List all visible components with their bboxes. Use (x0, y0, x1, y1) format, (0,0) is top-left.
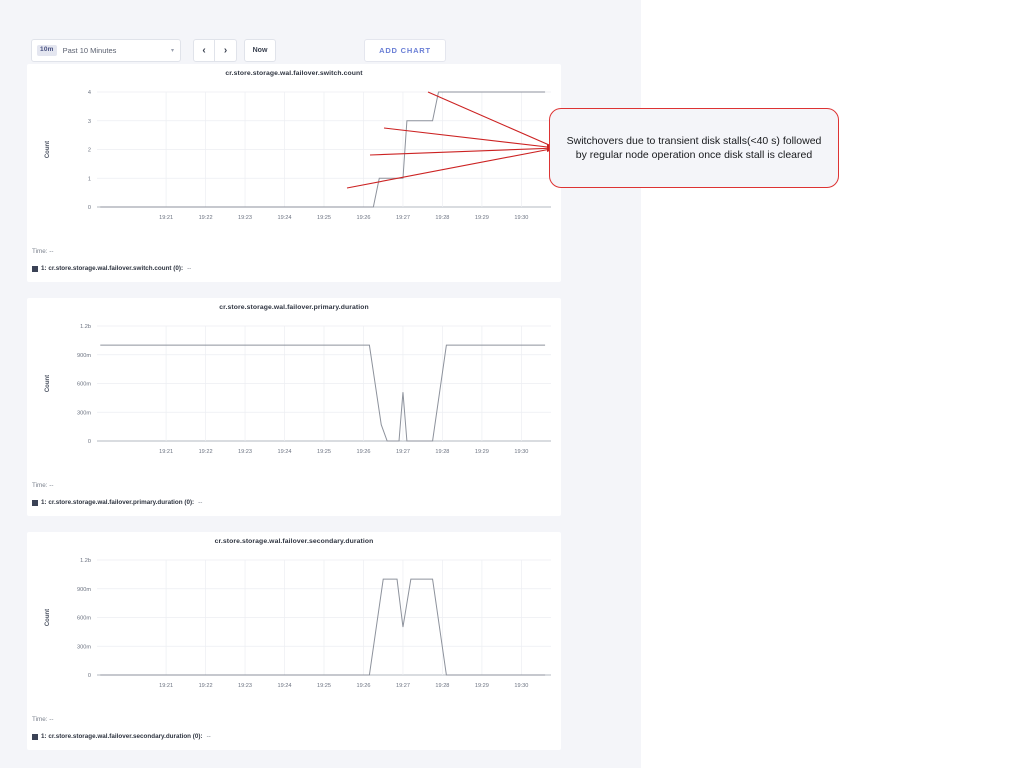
svg-text:1.2b: 1.2b (80, 558, 91, 564)
time-value: -- (49, 248, 54, 255)
svg-text:19:28: 19:28 (435, 449, 449, 455)
legend-swatch-icon (32, 265, 38, 272)
time-nav-group: ‹ › (193, 39, 237, 62)
svg-text:19:21: 19:21 (159, 215, 173, 221)
svg-text:3: 3 (88, 119, 91, 125)
now-button[interactable]: Now (244, 39, 276, 62)
svg-text:19:24: 19:24 (278, 215, 292, 221)
svg-text:Count: Count (45, 375, 51, 392)
svg-text:19:29: 19:29 (475, 215, 489, 221)
chart-plot[interactable]: 0 1 2 3 4 19:21 19:22 19:23 19:24 19:25 19:26 19:27… (27, 82, 561, 230)
legend-swatch-icon (32, 499, 38, 506)
chart-card: cr.store.storage.wal.failover.secondary.… (27, 532, 561, 750)
legend-label: 1: cr.store.storage.wal.failover.switch.… (41, 265, 184, 272)
svg-text:19:27: 19:27 (396, 449, 410, 455)
time-range-select[interactable]: 10m Past 10 Minutes ▾ (31, 39, 181, 62)
svg-text:19:26: 19:26 (356, 215, 370, 221)
time-label: Time: (32, 716, 48, 723)
svg-text:19:29: 19:29 (475, 449, 489, 455)
svg-text:0: 0 (88, 673, 91, 679)
dashboard-toolbar: 10m Past 10 Minutes ▾ ‹ › Now ADD CHART (31, 39, 446, 63)
svg-text:1.2b: 1.2b (80, 324, 91, 330)
chart-time-readout: Time: -- (32, 716, 53, 723)
svg-text:900m: 900m (77, 587, 91, 593)
svg-text:19:26: 19:26 (356, 683, 370, 689)
svg-text:19:27: 19:27 (396, 215, 410, 221)
svg-text:Count: Count (45, 609, 51, 626)
chart-card: cr.store.storage.wal.failover.primary.du… (27, 298, 561, 516)
svg-text:19:24: 19:24 (278, 449, 292, 455)
legend-swatch-icon (32, 733, 38, 740)
chart-title: cr.store.storage.wal.failover.switch.cou… (225, 70, 363, 77)
time-range-badge: 10m (37, 45, 57, 56)
svg-text:900m: 900m (77, 353, 91, 359)
time-range-label: Past 10 Minutes (62, 46, 117, 55)
svg-text:19:30: 19:30 (514, 215, 528, 221)
svg-text:600m: 600m (77, 382, 91, 388)
svg-text:19:24: 19:24 (278, 683, 292, 689)
time-value: -- (49, 716, 54, 723)
chart-time-readout: Time: -- (32, 248, 53, 255)
chart-title: cr.store.storage.wal.failover.secondary.… (214, 538, 374, 545)
svg-text:19:28: 19:28 (435, 215, 449, 221)
svg-text:0: 0 (88, 205, 91, 211)
legend-label: 1: cr.store.storage.wal.failover.primary… (41, 499, 195, 506)
svg-text:Count: Count (45, 141, 51, 158)
add-chart-button[interactable]: ADD CHART (364, 39, 446, 62)
legend-value: -- (198, 499, 203, 506)
svg-text:19:23: 19:23 (238, 215, 252, 221)
next-period-button[interactable]: › (215, 39, 237, 62)
svg-text:19:29: 19:29 (475, 683, 489, 689)
chart-legend: 1: cr.store.storage.wal.failover.primary… (32, 499, 202, 506)
prev-period-button[interactable]: ‹ (193, 39, 215, 62)
chart-title: cr.store.storage.wal.failover.primary.du… (219, 304, 369, 311)
svg-text:300m: 300m (77, 644, 91, 650)
svg-text:19:23: 19:23 (238, 683, 252, 689)
svg-text:600m: 600m (77, 616, 91, 622)
chart-card: cr.store.storage.wal.failover.switch.cou… (27, 64, 561, 282)
svg-text:19:21: 19:21 (159, 683, 173, 689)
chart-plot[interactable]: 0 300m 600m 900m 1.2b 19:21 19:22 19:23 19:24 19:… (27, 550, 561, 698)
legend-value: -- (187, 265, 192, 272)
svg-text:300m: 300m (77, 410, 91, 416)
svg-text:19:26: 19:26 (356, 449, 370, 455)
svg-text:2: 2 (88, 148, 91, 154)
dashboard-page: 10m Past 10 Minutes ▾ ‹ › Now ADD CHART … (0, 0, 641, 768)
time-value: -- (49, 482, 54, 489)
chart-legend: 1: cr.store.storage.wal.failover.switch.… (32, 265, 191, 272)
svg-text:19:25: 19:25 (317, 449, 331, 455)
svg-text:19:22: 19:22 (199, 215, 213, 221)
legend-value: -- (206, 733, 211, 740)
svg-text:19:25: 19:25 (317, 215, 331, 221)
chart-time-readout: Time: -- (32, 482, 53, 489)
time-label: Time: (32, 248, 48, 255)
svg-text:4: 4 (88, 90, 91, 96)
svg-text:19:21: 19:21 (159, 449, 173, 455)
svg-text:19:28: 19:28 (435, 683, 449, 689)
svg-text:0: 0 (88, 439, 91, 445)
svg-text:19:30: 19:30 (514, 449, 528, 455)
svg-text:19:30: 19:30 (514, 683, 528, 689)
svg-text:19:27: 19:27 (396, 683, 410, 689)
time-label: Time: (32, 482, 48, 489)
svg-text:19:22: 19:22 (199, 683, 213, 689)
svg-text:19:25: 19:25 (317, 683, 331, 689)
svg-text:19:23: 19:23 (238, 449, 252, 455)
chart-plot[interactable]: 0 300m 600m 900m 1.2b 19:21 19:22 19:23 19:24 19:… (27, 316, 561, 464)
chevron-down-icon: ▾ (170, 47, 174, 54)
svg-text:19:22: 19:22 (199, 449, 213, 455)
legend-label: 1: cr.store.storage.wal.failover.seconda… (41, 733, 203, 740)
chart-legend: 1: cr.store.storage.wal.failover.seconda… (32, 733, 211, 740)
svg-text:1: 1 (88, 176, 91, 182)
